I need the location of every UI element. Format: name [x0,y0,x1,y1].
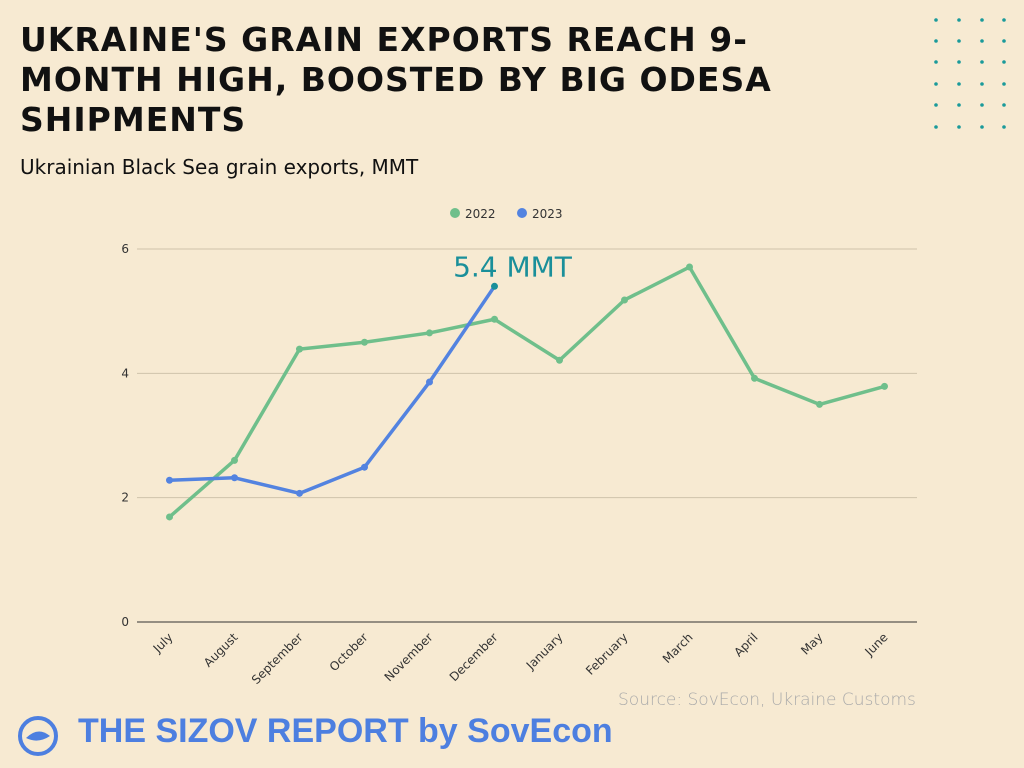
data-point [166,513,173,521]
logo [18,716,58,756]
x-tick-label: August [201,630,241,670]
footer-brand: THE SIZOV REPORT by SovEcon [78,712,613,750]
y-tick-label: 6 [121,242,129,256]
x-tick-label: December [447,630,501,684]
data-point [491,282,498,290]
data-point [296,345,303,353]
data-point [556,356,563,364]
y-tick-label: 4 [121,366,129,380]
data-point [361,338,368,346]
data-point [231,474,238,482]
x-tick-label: May [798,630,825,657]
data-point [296,489,303,497]
x-tick-label: January [523,630,566,673]
data-label: 5.4 MMT [453,250,573,283]
x-tick-label: July [150,630,176,656]
x-tick-label: September [249,630,306,687]
x-tick-label: October [327,630,371,674]
data-point [881,382,888,390]
x-tick-label: February [583,630,631,678]
x-tick-label: November [382,630,436,684]
legend-label: 2023 [532,207,563,221]
series-line [169,285,496,496]
x-tick-label: April [731,630,760,659]
series-line [168,265,885,519]
data-point [361,463,368,471]
data-point [816,400,823,408]
x-tick-label: March [660,630,696,666]
data-point [491,315,498,323]
data-point [426,329,433,337]
chart-title: UKRAINE'S GRAIN EXPORTS REACH 9-MONTH HI… [20,20,772,139]
chart-subtitle: Ukrainian Black Sea grain exports, MMT [20,155,419,179]
source: Source: SovEcon, Ukraine Customs [618,690,916,710]
dot-pattern [934,18,1006,129]
data-point [426,378,433,386]
chart: 0 2 4 6 July August September October November De… [121,18,1006,687]
legend-label: 2022 [465,207,496,221]
y-tick-label: 0 [121,615,129,629]
data-point [231,456,238,464]
y-tick-label: 2 [121,491,129,505]
x-tick-label: June [862,630,891,659]
data-point [621,296,628,304]
data-point [751,374,758,382]
legend-marker [517,208,527,218]
legend-marker [450,208,460,218]
data-point [166,476,173,484]
data-point [686,263,693,271]
